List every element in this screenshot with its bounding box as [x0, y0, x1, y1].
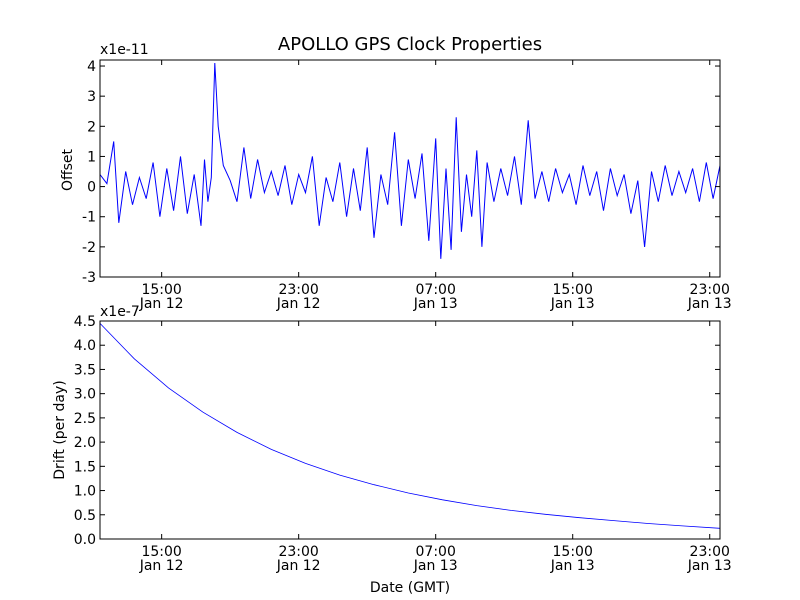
x-tick-time-label: 15:00	[141, 544, 181, 560]
x-axis-label: Date (GMT)	[370, 580, 450, 596]
x-tick-time-label: 15:00	[141, 282, 181, 298]
y-tick-label: -2	[82, 240, 96, 256]
x-tick-time-label: 23:00	[278, 282, 318, 298]
y-tick-label: 2.5	[74, 411, 96, 427]
y-tick-label: 1	[87, 149, 96, 165]
y-tick-label: 1.0	[74, 484, 96, 500]
x-tick-time-label: 23:00	[690, 282, 730, 298]
offset-y-axis-label: Offset	[60, 148, 76, 191]
y-tick-label: -1	[82, 210, 96, 226]
x-tick-date-label: Jan 12	[139, 296, 184, 312]
y-tick-label: 4	[87, 59, 96, 75]
x-tick-date-label: Jan 12	[276, 296, 321, 312]
x-tick-time-label: 15:00	[553, 282, 593, 298]
x-tick-time-label: 07:00	[416, 282, 456, 298]
plot-frame	[99, 59, 721, 278]
x-tick-date-label: Jan 12	[139, 558, 184, 574]
y-tick-label: 2	[87, 119, 96, 135]
y-tick-label: 0	[87, 180, 96, 196]
x-tick-time-label: 15:00	[553, 544, 593, 560]
x-tick-date-label: Jan 13	[550, 558, 595, 574]
y-tick-label: -3	[82, 270, 96, 286]
x-tick-date-label: Jan 13	[687, 558, 732, 574]
x-tick-time-label: 23:00	[278, 544, 318, 560]
drift-series-line	[99, 323, 721, 529]
x-tick-date-label: Jan 13	[413, 558, 458, 574]
y-tick-label: 3.0	[74, 387, 96, 403]
x-tick-time-label: 07:00	[416, 544, 456, 560]
x-tick-date-label: Jan 13	[687, 296, 732, 312]
y-tick-label: 3	[87, 89, 96, 105]
y-tick-label: 2.0	[74, 435, 96, 451]
y-tick-label: 4.0	[74, 338, 96, 354]
offset-multiplier-label: x1e-11	[100, 42, 149, 58]
x-tick-date-label: Jan 13	[550, 296, 595, 312]
drift-multiplier-label: x1e-7	[100, 304, 140, 320]
plot-frame	[99, 320, 721, 540]
y-tick-label: 1.5	[74, 459, 96, 475]
offset-panel: APOLLO GPS Clock Properties x1e-11 Offse…	[60, 34, 732, 312]
y-tick-label: 0.5	[74, 508, 96, 524]
chart-title: APOLLO GPS Clock Properties	[278, 34, 542, 55]
x-tick-date-label: Jan 13	[413, 296, 458, 312]
drift-panel: Drift (per day) 0.0 0.5 1.0 1.5 2.0 2.5 3.0 3.5…	[52, 304, 732, 596]
offset-series-line	[99, 62, 721, 259]
drift-y-axis-label: Drift (per day)	[52, 380, 68, 479]
y-tick-label: 3.5	[74, 362, 96, 378]
x-tick-date-label: Jan 12	[276, 558, 321, 574]
x-tick-time-label: 23:00	[690, 544, 730, 560]
y-tick-label: 4.5	[74, 314, 96, 330]
y-tick-label: 0.0	[74, 532, 96, 548]
